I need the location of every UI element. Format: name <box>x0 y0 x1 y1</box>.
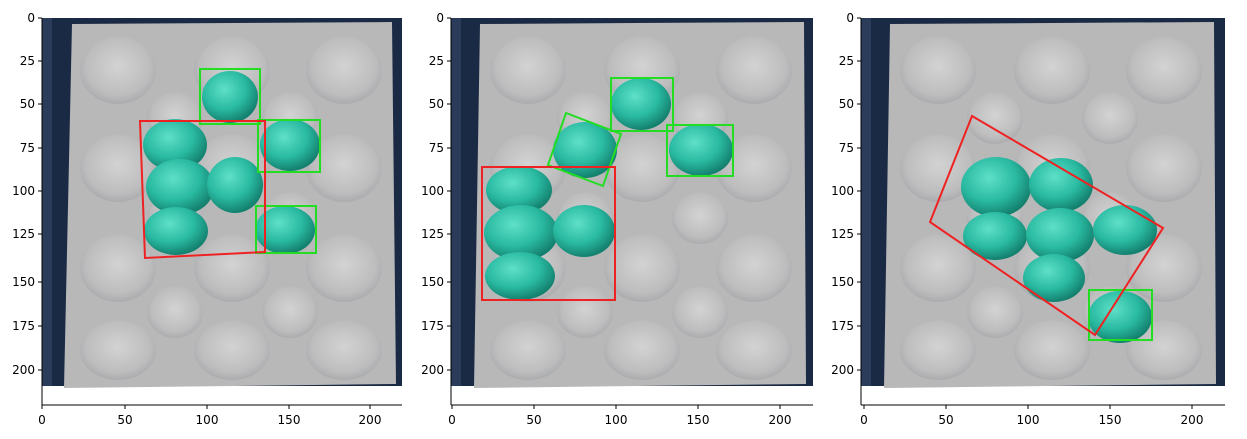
panel-3: 0 25 50 75 100 125 150 175 200 0 50 100 … <box>831 11 1225 427</box>
y-tick-label: 25 <box>429 54 444 68</box>
detection-box-red <box>138 120 266 260</box>
apple <box>255 206 315 254</box>
y-tick-label: 0 <box>27 11 35 25</box>
x-tick-label: 0 <box>860 413 868 427</box>
y-tick-label: 50 <box>429 97 444 111</box>
panel-3-x-ticks <box>863 405 1193 409</box>
y-tick-label: 200 <box>831 363 854 377</box>
apple <box>553 205 615 257</box>
apple <box>1029 158 1093 212</box>
apple <box>144 207 208 255</box>
apple <box>485 252 555 300</box>
apple <box>669 124 733 176</box>
x-tick-label: 150 <box>687 413 710 427</box>
detection-box-red <box>481 166 616 301</box>
y-tick-label: 150 <box>12 275 35 289</box>
panel-3-image <box>861 18 1225 388</box>
apple <box>260 119 320 171</box>
apples <box>961 157 1157 343</box>
x-tick-label: 150 <box>1099 413 1122 427</box>
panel-1-axes <box>41 18 402 406</box>
detection-box-green <box>199 68 261 125</box>
x-tick-label: 50 <box>526 413 541 427</box>
y-tick-label: 0 <box>436 11 444 25</box>
y-tick-label: 175 <box>421 319 444 333</box>
panel-1-image <box>42 18 402 388</box>
apple <box>202 71 258 123</box>
apple <box>1088 291 1152 343</box>
x-tick-label: 200 <box>769 413 792 427</box>
x-tick-label: 200 <box>1181 413 1204 427</box>
panel-2-x-ticks <box>451 405 781 409</box>
y-tick-label: 150 <box>831 275 854 289</box>
panel-2: 0 25 50 75 100 125 150 175 200 0 50 100 … <box>421 11 813 427</box>
x-tick-label: 100 <box>1017 413 1040 427</box>
detection-box-green <box>546 111 623 188</box>
y-tick-label: 125 <box>421 227 444 241</box>
panel-2-y-ticks <box>447 17 451 371</box>
y-tick-label: 100 <box>12 184 35 198</box>
y-tick-label: 150 <box>421 275 444 289</box>
y-tick-label: 75 <box>20 141 35 155</box>
apple <box>1026 208 1094 262</box>
panel-1-x-ticks <box>41 405 371 409</box>
x-tick-label: 150 <box>278 413 301 427</box>
x-tick-label: 50 <box>938 413 953 427</box>
y-tick-label: 175 <box>12 319 35 333</box>
y-tick-label: 25 <box>839 54 854 68</box>
y-tick-label: 175 <box>831 319 854 333</box>
y-tick-label: 0 <box>846 11 854 25</box>
apple <box>961 157 1031 217</box>
detection-box-red <box>928 114 1165 337</box>
y-tick-label: 100 <box>831 184 854 198</box>
detection-box-green <box>666 124 734 177</box>
panel-3-y-ticks <box>857 17 861 371</box>
y-tick-label: 50 <box>20 97 35 111</box>
x-tick-label: 100 <box>196 413 219 427</box>
panel-2-axes <box>450 18 813 406</box>
y-tick-label: 75 <box>429 141 444 155</box>
apple <box>484 205 558 261</box>
y-tick-label: 50 <box>839 97 854 111</box>
apple <box>486 166 552 214</box>
y-tick-label: 25 <box>20 54 35 68</box>
apples <box>143 71 320 255</box>
apple <box>1023 254 1085 302</box>
apple <box>553 122 617 178</box>
detection-box-green <box>1088 289 1153 341</box>
detection-box-green <box>610 77 674 132</box>
apple <box>611 78 671 130</box>
y-tick-label: 75 <box>839 141 854 155</box>
x-tick-label: 100 <box>605 413 628 427</box>
detection-box-green <box>257 119 321 173</box>
y-tick-label: 100 <box>421 184 444 198</box>
panel-1: 0 25 50 75 100 125 150 175 200 0 50 100 … <box>12 11 402 427</box>
apple <box>1093 205 1157 255</box>
detection-box-green <box>255 205 317 254</box>
apple <box>207 157 263 213</box>
x-tick-label: 200 <box>359 413 382 427</box>
y-tick-label: 200 <box>12 363 35 377</box>
panel-3-axes <box>860 18 1225 406</box>
y-tick-label: 200 <box>421 363 444 377</box>
y-tick-label: 125 <box>12 227 35 241</box>
x-tick-label: 0 <box>448 413 456 427</box>
x-tick-label: 0 <box>38 413 46 427</box>
apples <box>484 78 733 300</box>
y-tick-label: 125 <box>831 227 854 241</box>
panel-1-y-ticks <box>38 17 42 371</box>
panel-2-image <box>451 18 813 388</box>
apple <box>143 119 207 171</box>
apple <box>146 159 214 215</box>
apple <box>963 212 1027 260</box>
x-tick-label: 50 <box>117 413 132 427</box>
